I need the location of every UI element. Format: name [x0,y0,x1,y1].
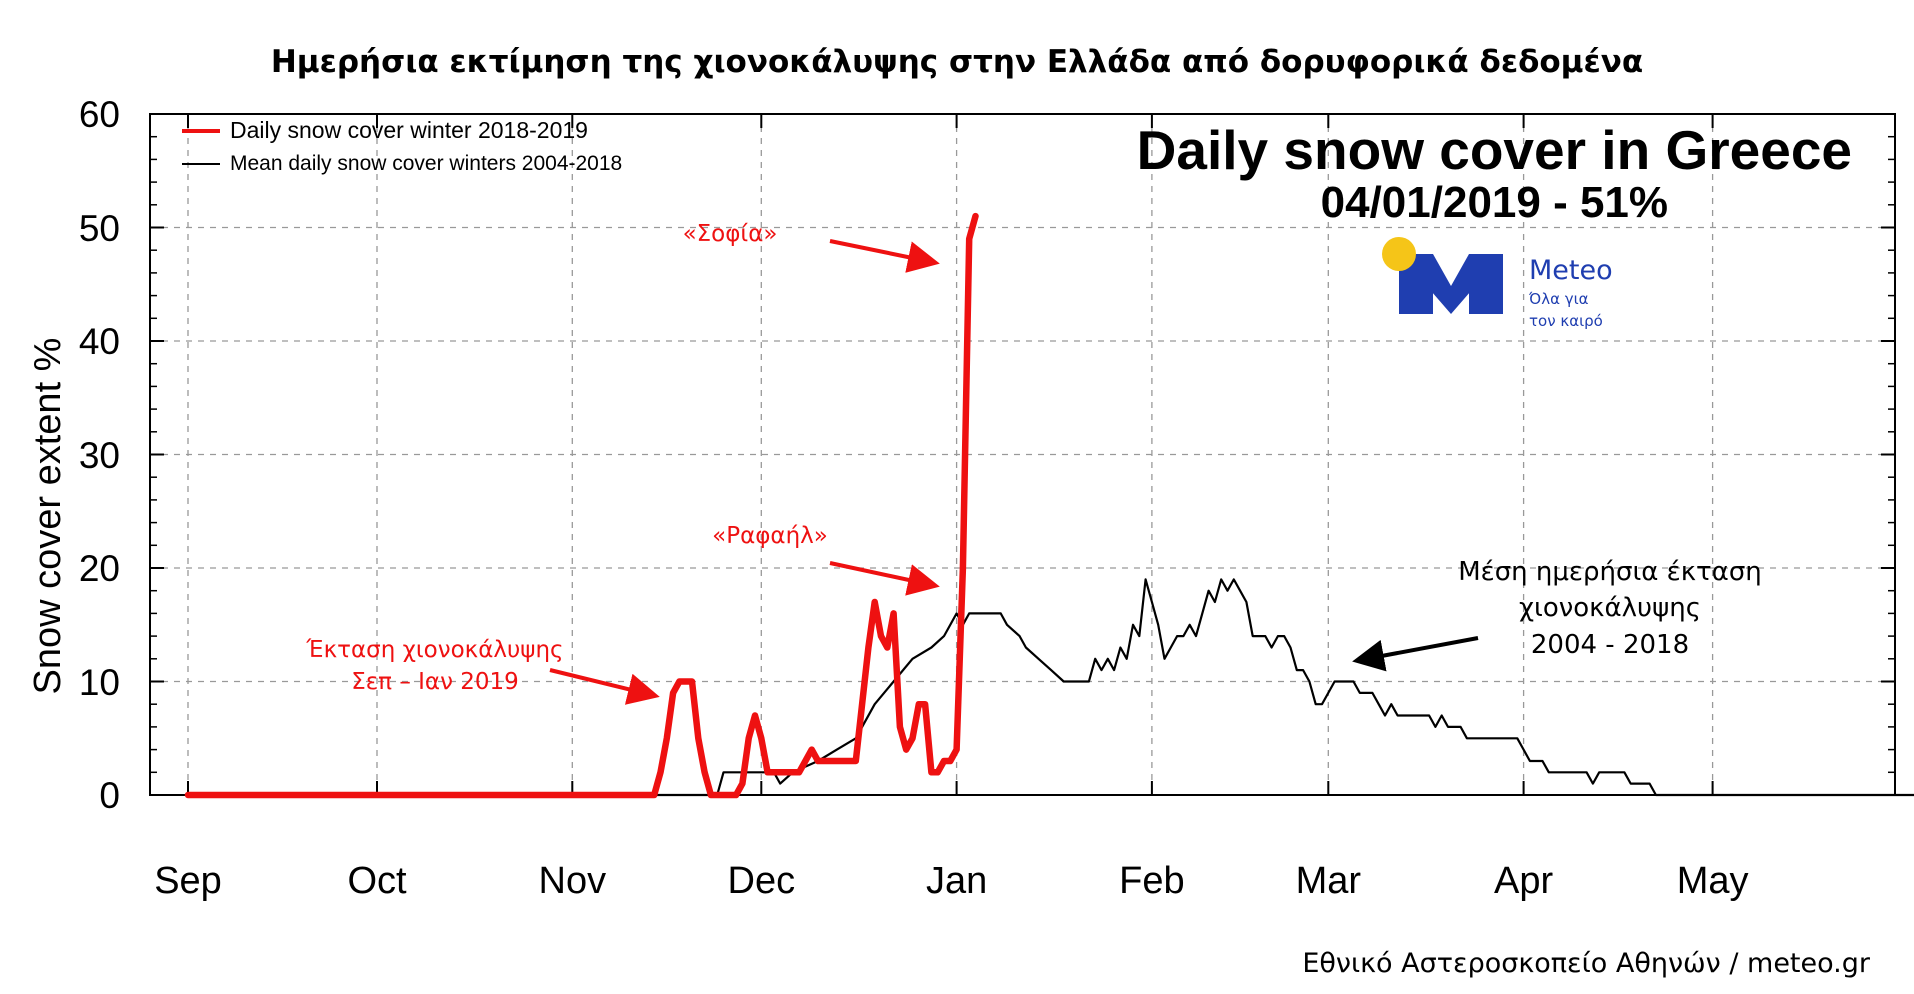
y-tick-label: 40 [78,321,120,362]
x-tick-label: Nov [538,860,607,902]
x-tick-label: Mar [1295,860,1362,902]
annotation-extent-line1: Έκταση χιονοκάλυψης [306,637,564,663]
annotation-mean-line3: 2004 - 2018 [1530,629,1690,660]
x-tick-label: Apr [1494,860,1554,902]
arrow-extent [549,668,660,705]
legend-item-current: Daily snow cover winter 2018-2019 [182,114,622,147]
x-tick-label: May [1676,860,1749,902]
y-tick-label: 50 [78,207,120,249]
logo-tagline-2: τον καιρό [1529,312,1603,330]
y-tick-label: 30 [78,434,120,476]
arrow-sofia [829,239,940,273]
annotation-mean: Μέση ημερήσια έκταση χιονοκάλυψης 2004 -… [1440,554,1780,663]
arrow-mean [1352,636,1479,672]
annotation-rafail: «Ραφαήλ» [712,523,828,549]
logo-text: Meteo Όλα για τον καιρό [1529,255,1613,330]
chart-title: Daily snow cover in Greece [1136,119,1852,181]
y-tick-label: 0 [99,775,120,816]
x-tick-label: Feb [1119,860,1185,902]
legend-label-mean: Mean daily snow cover winters 2004-2018 [230,151,623,175]
annotation-extent-line2: Σεπ – Ιαν 2019 [351,669,519,696]
meteo-logo-icon [1382,237,1503,314]
series-line-current [184,212,979,799]
x-tick-label: Sep [154,860,222,902]
y-tick-label: 60 [78,94,120,135]
legend-label-current: Daily snow cover winter 2018-2019 [230,117,588,143]
logo-tagline-1: Όλα για [1529,290,1589,308]
x-tick-label: Jan [925,860,988,902]
chart-subtitle: 04/01/2019 - 51% [1320,177,1669,227]
arrow-rafail [829,561,940,596]
chart-legend: Daily snow cover winter 2018-2019 Mean d… [182,114,622,180]
legend-swatch-current [182,128,220,133]
chart-title-block: Daily snow cover in Greece 04/01/2019 - … [1136,119,1852,227]
y-tick-label: 20 [78,548,120,589]
annotation-extent: Έκταση χιονοκάλυψης Σεπ – Ιαν 2019 [280,634,590,698]
y-tick-label: 10 [78,661,120,703]
x-tick-label: Dec [727,860,796,902]
annotation-mean-line1: Μέση ημερήσια έκταση [1458,557,1762,587]
page-title: Ημερήσια εκτίμηση της χιονοκάλυψης στην … [270,44,1644,80]
legend-item-mean: Mean daily snow cover winters 2004-2018 [182,147,622,180]
annotation-mean-line2: χιονοκάλυψης [1519,593,1701,624]
annotation-sofia: «Σοφία» [682,221,778,247]
x-tick-label: Oct [347,860,407,902]
logo-brand: Meteo [1529,255,1613,286]
y-axis-label: Snow cover extent % [27,337,69,695]
legend-swatch-mean [182,162,220,165]
credit-text: Εθνικό Αστεροσκοπείο Αθηνών / meteo.gr [1302,948,1870,979]
